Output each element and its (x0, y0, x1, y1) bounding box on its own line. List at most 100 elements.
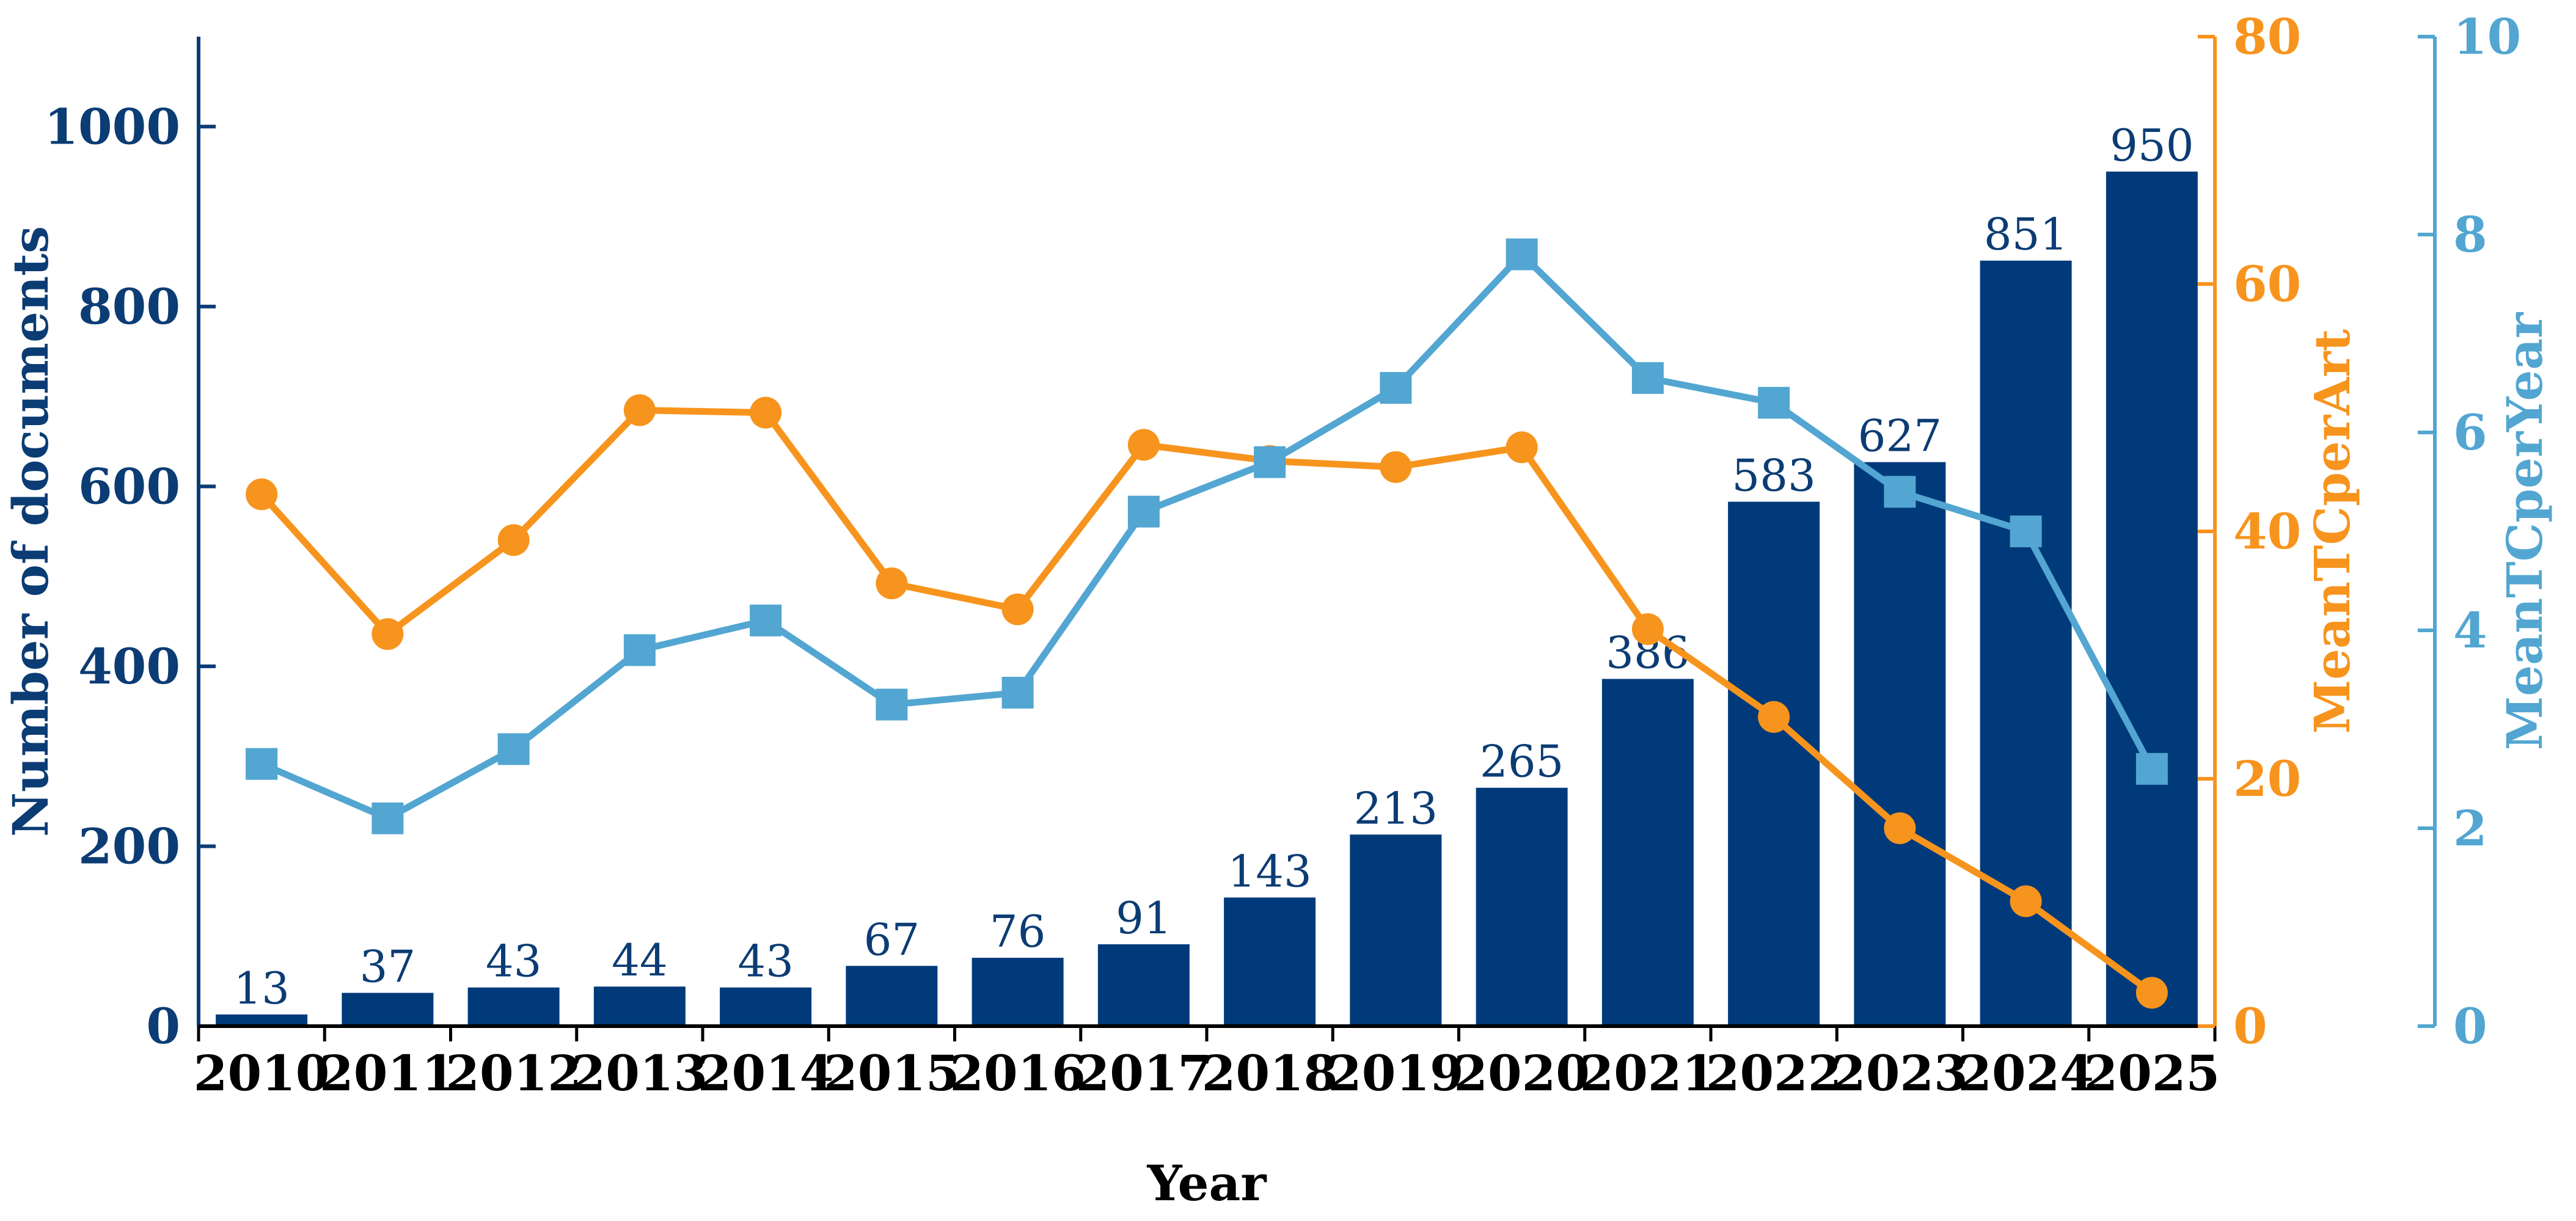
x-axis-tick-label-2010: 2010 (194, 1044, 330, 1102)
x-axis-tick-label-2013: 2013 (572, 1044, 708, 1102)
x-axis-tick-label-2015: 2015 (824, 1044, 960, 1102)
bar-2013 (593, 986, 686, 1026)
meantcperart-point-2012 (497, 524, 530, 556)
meantcperart-point-2020 (1506, 431, 1538, 464)
meantcperart-point-2025 (2135, 977, 2168, 1009)
bar-value-label-2011: 37 (360, 941, 416, 993)
right-axis-2-tick-label-6: 6 (2453, 404, 2487, 461)
bar-2019 (1350, 834, 1442, 1026)
meantcperart-point-2021 (1631, 613, 1664, 645)
meantcperart-point-2023 (1884, 812, 1916, 844)
right-axis-2-tick-label-4: 4 (2453, 602, 2487, 659)
left-axis-tick-label-0: 0 (146, 997, 180, 1055)
bar-2012 (467, 987, 560, 1026)
bar-value-label-2012: 43 (486, 936, 542, 987)
x-axis-tick-label-2020: 2020 (1454, 1044, 1590, 1102)
bar-value-label-2015: 67 (864, 914, 920, 965)
meantcperyear-point-2020 (1506, 238, 1538, 271)
bar-value-label-2024: 851 (1984, 209, 2068, 260)
bar-2020 (1476, 787, 1568, 1026)
left-axis-tick-label-1000: 1000 (44, 98, 180, 155)
right-axis-2-tick-label-10: 10 (2453, 8, 2521, 65)
right-axis-1-tick-label-0: 0 (2233, 997, 2267, 1055)
right-axis-1-tick-label-20: 20 (2233, 750, 2301, 807)
x-axis-tick-label-2021: 2021 (1580, 1044, 1716, 1102)
bar-2011 (342, 993, 434, 1026)
left-axis-tick-label-200: 200 (78, 817, 180, 875)
meantcperart-point-2010 (246, 478, 278, 511)
meantcperart-point-2019 (1380, 451, 1412, 483)
meantcperart-point-2015 (876, 567, 908, 600)
left-axis-tick-label-800: 800 (78, 278, 180, 335)
right-axis-2-tick-label-2: 2 (2453, 800, 2487, 857)
meantcperyear-point-2022 (1758, 387, 1790, 419)
x-axis-title: Year (1146, 1154, 1267, 1212)
x-axis-tick-label-2011: 2011 (320, 1044, 456, 1102)
bar-value-label-2014: 43 (737, 936, 794, 987)
right-axis-1-tick-label-80: 80 (2233, 8, 2301, 65)
meantcperyear-point-2011 (371, 802, 404, 834)
bar-value-label-2013: 44 (612, 935, 668, 986)
x-axis-tick-label-2014: 2014 (698, 1044, 834, 1102)
left-axis-title: Number of documents (2, 226, 59, 837)
meantcperart-point-2013 (623, 394, 656, 426)
meantcperyear-point-2015 (876, 688, 908, 721)
bar-2017 (1097, 944, 1190, 1026)
bar-2016 (971, 958, 1064, 1026)
meantcperyear-point-2016 (1001, 677, 1034, 709)
meantcperyear-point-2024 (2010, 516, 2042, 547)
meantcperyear-point-2012 (497, 733, 530, 765)
bar-value-label-2018: 143 (1228, 845, 1311, 897)
bar-2015 (846, 966, 938, 1026)
meantcperyear-point-2023 (1884, 476, 1916, 508)
bar-value-label-2016: 76 (990, 906, 1046, 957)
x-axis-tick-label-2019: 2019 (1328, 1044, 1464, 1102)
bar-value-label-2023: 627 (1858, 410, 1942, 462)
bar-2014 (720, 987, 812, 1026)
meantcperyear-point-2013 (623, 634, 656, 666)
meantcperart-point-2024 (2010, 885, 2042, 917)
bar-value-label-2020: 265 (1480, 736, 1564, 787)
bar-value-label-2025: 950 (2110, 120, 2194, 171)
meantcperyear-point-2019 (1380, 372, 1412, 404)
left-axis-tick-label-400: 400 (78, 638, 180, 695)
bar-2022 (1728, 501, 1820, 1026)
bar-value-label-2022: 583 (1732, 450, 1815, 501)
bar-value-label-2017: 91 (1116, 892, 1172, 944)
right-axis-1-title: MeanTCperArt (2303, 329, 2361, 734)
meantcperyear-point-2021 (1631, 362, 1664, 394)
x-axis-tick-label-2016: 2016 (950, 1044, 1086, 1102)
meantcperart-line (259, 407, 2154, 996)
bar-2021 (1601, 679, 1694, 1026)
meantcperart-point-2016 (1001, 593, 1034, 625)
right-axis-1-tick-label-40: 40 (2233, 503, 2301, 560)
right-axis-1-tick-label-60: 60 (2233, 255, 2301, 313)
meantcperart-point-2014 (750, 396, 782, 429)
meantcperyear-point-2018 (1254, 446, 1286, 478)
right-axis-2-title: MeanTCperYear (2496, 312, 2553, 751)
x-axis-tick-label-2024: 2024 (1958, 1044, 2094, 1102)
bar-2010 (216, 1014, 308, 1026)
meantcperyear-point-2017 (1127, 495, 1160, 528)
meantcperart-point-2022 (1758, 701, 1790, 733)
x-axis-tick-label-2025: 2025 (2084, 1044, 2220, 1102)
meantcperart-point-2017 (1127, 429, 1160, 461)
bar-2018 (1224, 897, 1316, 1026)
meantcperyear-point-2014 (750, 604, 782, 636)
right-axis-2-tick-label-0: 0 (2453, 997, 2487, 1055)
x-axis-tick-label-2017: 2017 (1076, 1044, 1212, 1102)
meantcperart-point-2011 (371, 618, 404, 651)
meantcperyear-point-2025 (2135, 753, 2168, 785)
bar-value-label-2010: 13 (233, 963, 290, 1014)
x-axis-tick-label-2018: 2018 (1202, 1044, 1338, 1102)
x-axis-tick-label-2012: 2012 (445, 1044, 582, 1102)
bar-2023 (1854, 462, 1946, 1026)
bar-2025 (2106, 171, 2198, 1027)
right-axis-2-tick-label-8: 8 (2453, 206, 2487, 263)
bar-value-label-2019: 213 (1354, 782, 1438, 834)
meantcperyear-point-2010 (246, 748, 278, 780)
x-axis-tick-label-2023: 2023 (1832, 1044, 1968, 1102)
meantcperyear-line (260, 250, 2155, 822)
